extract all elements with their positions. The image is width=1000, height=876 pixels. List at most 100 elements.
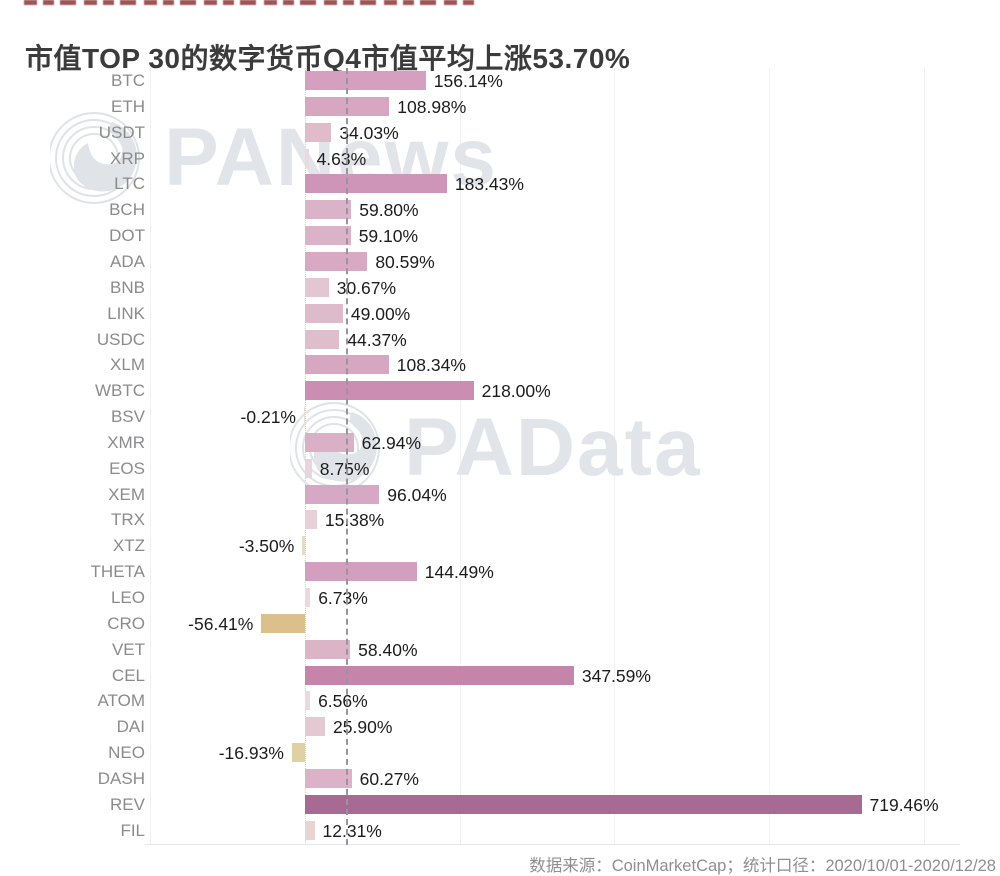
bar-row: BTC 156.14% xyxy=(25,68,985,94)
category-label: THETA xyxy=(90,562,145,582)
value-bar xyxy=(305,303,343,323)
category-label: USDC xyxy=(96,329,145,349)
category-label: XRP xyxy=(110,148,145,168)
category-label: XEM xyxy=(108,484,145,504)
category-label: DASH xyxy=(97,768,145,788)
category-label: LEO xyxy=(110,588,145,607)
value-bar xyxy=(305,820,315,840)
bar-row: NEO -16.93% xyxy=(25,740,985,766)
value-label: 59.10% xyxy=(358,226,419,247)
value-bar xyxy=(305,484,380,504)
value-bar xyxy=(305,329,340,349)
gridline xyxy=(614,68,616,845)
bar-row: XEM 96.04% xyxy=(25,482,985,508)
value-label: 60.27% xyxy=(359,768,419,789)
page-title: 市值TOP 30的数字货币Q4市值平均上涨53.70% xyxy=(25,42,631,74)
gridline xyxy=(923,68,925,845)
value-label: 49.00% xyxy=(350,303,411,324)
value-bar xyxy=(305,251,368,271)
category-label: USDT xyxy=(98,122,145,142)
bar-row: WBTC 218.00% xyxy=(25,378,985,404)
value-label: 156.14% xyxy=(433,71,503,91)
bar-row: VET 58.40% xyxy=(25,637,985,663)
category-label: CRO xyxy=(107,613,145,633)
bar-row: BNB 30.67% xyxy=(25,275,985,301)
value-label: 108.34% xyxy=(396,355,466,376)
category-label: CEL xyxy=(111,665,145,685)
value-label: 12.31% xyxy=(322,820,382,841)
bar-row: ADA 80.59% xyxy=(25,249,985,275)
category-label: BSV xyxy=(110,407,145,427)
category-label: ADA xyxy=(110,251,145,271)
value-bar xyxy=(305,588,311,607)
value-bar xyxy=(305,122,332,142)
value-label: 6.56% xyxy=(318,691,368,712)
value-bar xyxy=(305,458,312,478)
category-label: FIL xyxy=(120,820,145,840)
value-label: 62.94% xyxy=(361,432,422,453)
bar-row: TRX 15.38% xyxy=(25,507,985,533)
value-bar xyxy=(305,768,352,788)
value-label: 144.49% xyxy=(424,562,494,583)
category-label: TRX xyxy=(111,510,145,530)
bar-row: XTZ -3.50% xyxy=(25,533,985,559)
bar-row: DOT 59.10% xyxy=(25,223,985,249)
category-label: DOT xyxy=(109,226,145,246)
value-bar xyxy=(305,71,426,90)
value-label: -56.41% xyxy=(188,613,254,634)
category-label: XTZ xyxy=(112,536,145,556)
bar-row: LEO 6.73% xyxy=(25,585,985,611)
value-bar xyxy=(305,277,329,297)
bar-row: DAI 25.90% xyxy=(25,714,985,740)
bar-row: REV 719.46% xyxy=(25,792,985,818)
category-label: VET xyxy=(111,639,145,659)
bar-row: XRP 4.63% xyxy=(25,146,985,172)
bar-row: DASH 60.27% xyxy=(25,766,985,792)
value-label: 80.59% xyxy=(375,251,435,272)
value-bar xyxy=(305,717,326,737)
value-bar xyxy=(305,665,574,685)
value-bar xyxy=(305,226,351,246)
value-label: 44.37% xyxy=(347,329,407,350)
bar-row: USDT 34.03% xyxy=(25,120,985,146)
value-label: 6.73% xyxy=(318,588,368,608)
value-label: -16.93% xyxy=(218,743,284,764)
bar-row: EOS 8.75% xyxy=(25,456,985,482)
value-label: 58.40% xyxy=(358,639,418,660)
category-label: BCH xyxy=(109,200,145,220)
value-label: 96.04% xyxy=(387,484,447,505)
value-label: -3.50% xyxy=(238,536,295,557)
cropped-text-strip xyxy=(24,0,476,5)
category-label: BNB xyxy=(110,277,145,297)
category-label: LINK xyxy=(107,303,145,323)
value-label: 34.03% xyxy=(339,122,399,143)
category-label: ATOM xyxy=(97,691,145,711)
data-source-note: 数据来源：CoinMarketCap；统计口径：2020/10/01-2020/… xyxy=(529,857,996,875)
value-label: 183.43% xyxy=(454,174,524,195)
value-bar xyxy=(305,381,474,401)
category-label: DAI xyxy=(116,717,145,737)
gridline xyxy=(769,68,771,845)
gridline xyxy=(459,68,461,845)
value-bar xyxy=(305,562,417,582)
value-label: 25.90% xyxy=(333,717,393,738)
category-label: ETH xyxy=(111,96,145,116)
category-label: XLM xyxy=(110,355,145,375)
category-label: BTC xyxy=(111,71,145,90)
category-label: EOS xyxy=(109,458,145,478)
value-bar xyxy=(261,613,305,633)
bar-row: THETA 144.49% xyxy=(25,559,985,585)
gridline xyxy=(150,68,152,845)
value-label: 30.67% xyxy=(336,277,397,298)
value-label: 59.80% xyxy=(359,200,419,221)
value-bar xyxy=(305,200,352,220)
bar-row: XLM 108.34% xyxy=(25,352,985,378)
value-label: 15.38% xyxy=(324,510,385,531)
value-bar xyxy=(305,691,311,711)
value-bar xyxy=(305,174,447,194)
bar-row: FIL 12.31% xyxy=(25,818,985,844)
bar-row: USDC 44.37% xyxy=(25,327,985,353)
category-label: LTC xyxy=(114,174,145,194)
bar-chart: BTC 156.14% ETH 108.98% USDT 34.03% XRP 4.63% LT… xyxy=(25,68,985,845)
bar-row: LTC 183.43% xyxy=(25,171,985,197)
